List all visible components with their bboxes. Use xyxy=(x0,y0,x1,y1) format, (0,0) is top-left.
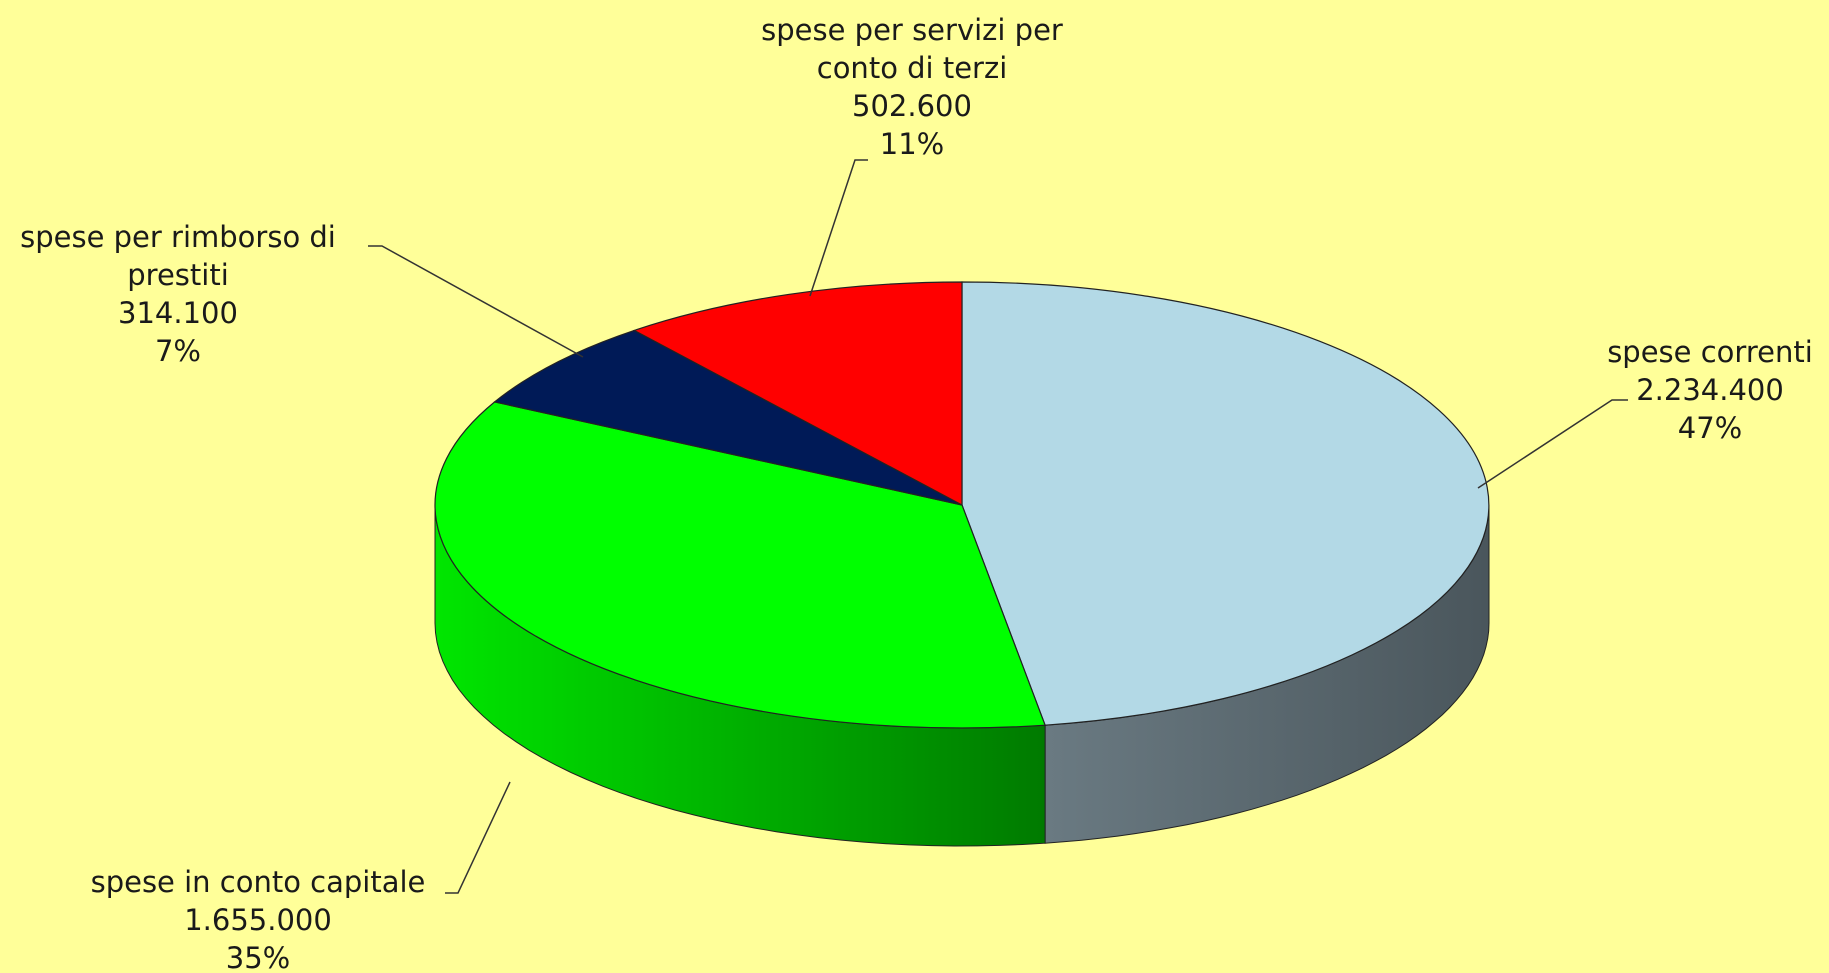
slice-spese-in-conto-capitale xyxy=(434,401,1046,729)
slice-name-text: spese per rimborso di xyxy=(20,220,336,254)
leader-lines xyxy=(368,159,1628,894)
slice-name-text: prestiti xyxy=(127,258,229,292)
slice-name-text: spese in conto capitale xyxy=(91,865,426,899)
slice-spese-correnti xyxy=(961,281,1490,726)
slice-name-text: conto di terzi xyxy=(817,51,1008,85)
pie-slices xyxy=(434,281,1490,729)
leader-line-spese-correnti xyxy=(1477,399,1628,489)
data-label-spese-correnti: spese correnti 2.234.400 47% xyxy=(1607,335,1813,445)
slice-value-text: 2.234.400 xyxy=(1636,373,1784,407)
data-label-spese-per-rimborso-di-prestiti: spese per rimborso di prestiti 314.100 7% xyxy=(20,220,336,368)
data-label-spese-per-servizi-per-conto-di-terzi: spese per servizi per conto di terzi 502.6… xyxy=(761,13,1063,161)
slice-name-text: spese correnti xyxy=(1607,335,1813,369)
slice-percent-text: 47% xyxy=(1678,411,1742,445)
data-labels: spese correnti 2.234.400 47% spese in conto… xyxy=(20,13,1813,973)
leader-line-spese-per-servizi-per-conto-di-terzi xyxy=(809,159,868,297)
slice-value-text: 1.655.000 xyxy=(184,903,332,937)
slice-value-text: 314.100 xyxy=(118,296,238,330)
slice-name-text: spese per servizi per xyxy=(761,13,1063,47)
slice-spese-per-rimborso-di-prestiti xyxy=(493,329,963,506)
leader-line-spese-per-rimborso-di-prestiti xyxy=(368,245,584,358)
slice-value-text: 502.600 xyxy=(852,89,972,123)
data-label-spese-in-conto-capitale: spese in conto capitale 1.655.000 35% xyxy=(91,865,426,973)
slice-spese-per-servizi-per-conto-di-terzi xyxy=(632,281,963,506)
slice-percent-text: 35% xyxy=(226,941,290,973)
leader-line-spese-in-conto-capitale xyxy=(445,781,511,894)
slice-percent-text: 7% xyxy=(155,334,201,368)
slice-percent-text: 11% xyxy=(880,127,944,161)
